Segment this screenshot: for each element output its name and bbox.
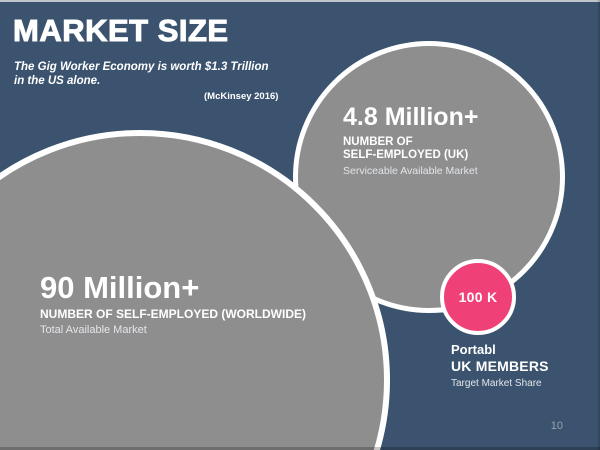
som-label: UK MEMBERS	[451, 358, 549, 374]
som-value: 100 K	[458, 289, 498, 305]
sam-value: 4.8 Million+	[343, 103, 479, 131]
som-label-group: Portabl UK MEMBERS Target Market Share	[451, 342, 549, 389]
slide-bottom-edge-line	[0, 447, 600, 450]
slide-right-edge-line	[598, 0, 600, 450]
tam-tier: Total Available Market	[40, 324, 147, 336]
som-tier: Target Market Share	[451, 378, 542, 389]
tam-value: 90 Million+	[40, 270, 200, 305]
som-brand: Portabl	[451, 342, 496, 357]
slide-top-edge-line	[0, 0, 600, 2]
sam-tier: Serviceable Available Market	[343, 165, 478, 177]
page-number: 10	[550, 420, 563, 432]
sam-label-group: 4.8 Million+ NUMBER OF SELF-EMPLOYED (UK…	[343, 103, 479, 178]
tam-label-group: 90 Million+ NUMBER OF SELF-EMPLOYED (WOR…	[40, 272, 306, 336]
som-bubble: 100 K	[440, 259, 516, 335]
sam-label: NUMBER OF SELF-EMPLOYED (UK)	[343, 136, 469, 161]
slide-title: MARKET SIZE	[13, 13, 229, 48]
citation-text: (McKinsey 2016)	[204, 91, 279, 102]
slide-subtitle: The Gig Worker Economy is worth $1.3 Tri…	[14, 61, 269, 87]
tam-label: NUMBER OF SELF-EMPLOYED (WORLDWIDE)	[40, 307, 306, 321]
